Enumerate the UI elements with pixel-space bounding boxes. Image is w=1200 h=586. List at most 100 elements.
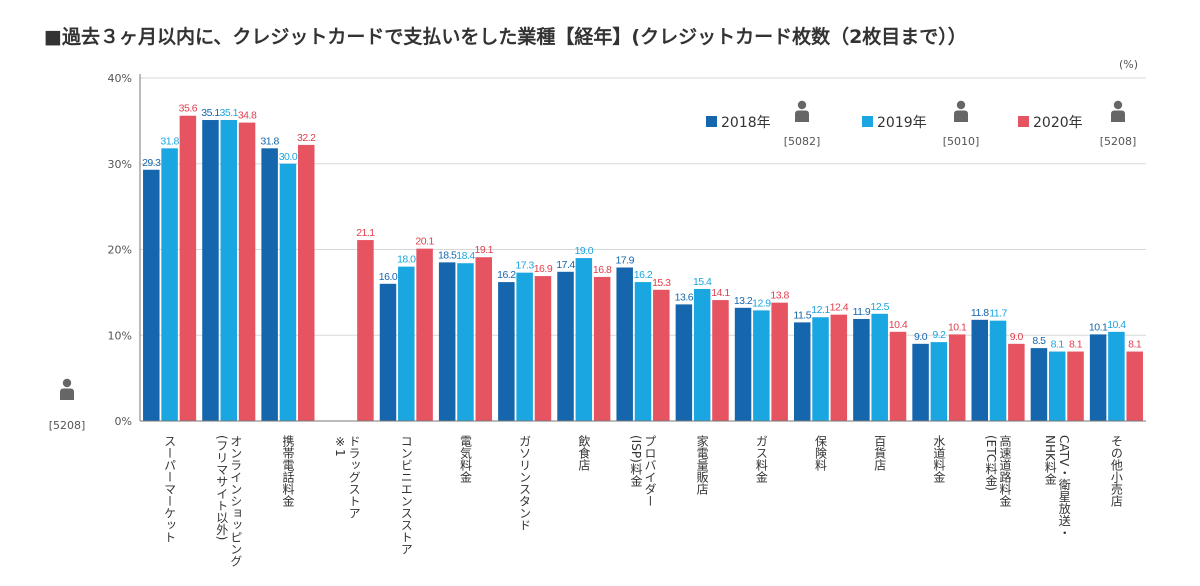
bar (593, 276, 611, 421)
data-label: 17.3 (515, 260, 534, 272)
category-label: 百貨店 (873, 435, 887, 471)
bar (202, 120, 219, 421)
bar (793, 322, 811, 421)
category-label: ガソリンスタンド (518, 435, 532, 531)
data-label: 13.2 (734, 295, 753, 307)
category-label: (ISP)料金 (629, 435, 643, 487)
data-label: 17.9 (615, 255, 634, 267)
data-label: 13.8 (770, 290, 789, 302)
unit-label: (%) (1119, 58, 1138, 71)
bar (297, 144, 315, 421)
legend-label: 2018年 (721, 115, 771, 131)
bar (1008, 343, 1025, 421)
bar (1126, 351, 1143, 421)
data-label: 20.1 (415, 236, 434, 248)
legend-sample-size: [5082] (784, 135, 821, 148)
data-label: 10.4 (889, 319, 908, 331)
bar (1108, 331, 1125, 421)
data-label: 16.2 (497, 269, 516, 281)
bar (379, 283, 397, 421)
category-label: (ETC料金) (984, 435, 998, 491)
category-label: 家電量販店 (695, 434, 709, 495)
category-label: (フリマサイト以外) (215, 435, 229, 540)
bar (753, 310, 770, 421)
category-label-layer: スーパーマーケット オンラインショッピング(フリマサイト以外) 携帯電話料金 ドラッグ… (163, 434, 1124, 567)
data-label: 16.9 (534, 263, 553, 275)
data-label: 16.0 (379, 271, 398, 283)
data-label: 31.8 (160, 135, 179, 147)
bar (516, 272, 533, 421)
bar (812, 317, 829, 421)
category-label: スーパーマーケット (163, 435, 177, 543)
data-label: 12.4 (830, 302, 849, 314)
category-label: オンラインショッピング (229, 435, 243, 567)
category-label: NHK料金 (1043, 435, 1057, 485)
data-label: 34.8 (238, 110, 257, 122)
bar (930, 342, 948, 421)
bar (220, 120, 238, 421)
axis-layer: 0% 10% 20% 30% 40% (108, 72, 1146, 428)
person-icon-body (954, 110, 968, 122)
bar (912, 343, 929, 421)
category-label: その他小売店 (1109, 435, 1123, 507)
category-label: 高速道路料金 (998, 434, 1012, 507)
data-label: 11.8 (971, 307, 989, 319)
bar (238, 122, 256, 421)
data-label: 11.9 (853, 306, 871, 318)
person-icon-body (1111, 110, 1125, 122)
legend-swatch (862, 116, 873, 127)
person-icon-head (62, 378, 72, 388)
bar (853, 318, 870, 421)
legend-label: 2020年 (1033, 115, 1083, 131)
bar (457, 263, 474, 421)
bar (712, 300, 729, 421)
bar (534, 276, 552, 421)
data-label: 16.2 (634, 269, 653, 281)
axis-sample-group: [5208] (49, 378, 86, 432)
bar (871, 313, 888, 421)
bar (889, 331, 907, 421)
data-label: 8.5 (1032, 335, 1046, 347)
data-label: 19.1 (475, 244, 494, 256)
bar (734, 307, 752, 421)
bar (675, 304, 693, 421)
person-icon (1111, 100, 1125, 122)
category-label: 飲食店 (577, 434, 591, 471)
data-label: 31.8 (260, 135, 279, 147)
category-label: ガス料金 (754, 435, 768, 483)
y-tick-label: 30% (108, 158, 132, 171)
data-label: 11.7 (989, 308, 1007, 320)
person-icon-head (956, 100, 966, 110)
data-label: 9.2 (932, 329, 946, 341)
data-label: 10.1 (1089, 321, 1108, 333)
bar (653, 289, 670, 421)
bar (161, 148, 178, 421)
data-label: 16.8 (593, 264, 612, 276)
data-label: 19.0 (575, 245, 594, 257)
bar (771, 302, 788, 421)
bar (438, 262, 456, 421)
data-label: 12.1 (811, 304, 830, 316)
bar-layer (143, 115, 1143, 421)
data-label: 35.1 (220, 107, 239, 119)
y-tick-label: 40% (108, 72, 132, 85)
legend-swatch (1018, 116, 1029, 127)
bar (498, 282, 515, 421)
data-label: 11.5 (793, 309, 811, 321)
y-tick-label: 20% (108, 244, 132, 257)
data-label: 29.3 (142, 157, 161, 169)
bar (830, 314, 848, 421)
axis-sample-size: [5208] (49, 419, 86, 432)
bar (1048, 351, 1066, 421)
data-label: 12.5 (870, 301, 889, 313)
bar (948, 334, 966, 421)
category-label: 電気料金 (458, 435, 472, 483)
person-icon-head (797, 100, 807, 110)
bar (475, 257, 493, 421)
y-tick-label: 0% (115, 415, 132, 428)
data-label: 12.9 (752, 297, 771, 309)
bar (634, 282, 652, 421)
data-label: 13.6 (675, 291, 694, 303)
data-label: 14.1 (711, 287, 730, 299)
